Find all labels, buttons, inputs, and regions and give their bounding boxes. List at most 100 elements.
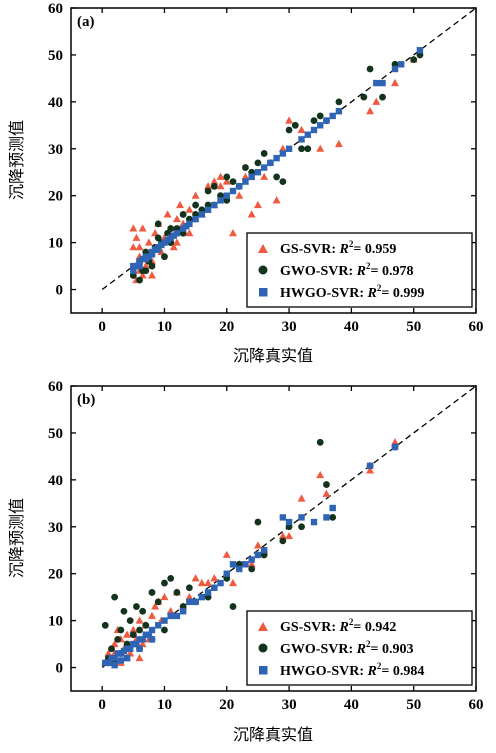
triangle-point xyxy=(129,625,138,633)
triangle-point xyxy=(216,172,225,180)
circle-point xyxy=(154,220,162,228)
square-point xyxy=(204,206,212,213)
triangle-point xyxy=(129,224,138,232)
triangle-point xyxy=(138,639,147,648)
triangle-point xyxy=(163,210,172,218)
legend-box xyxy=(246,610,473,686)
r2-label: R xyxy=(367,286,377,301)
square-point xyxy=(329,112,336,120)
square-point xyxy=(155,622,162,629)
triangle-point xyxy=(278,531,287,540)
axis-ticks: 0 10 20 30 40 50 60 0 10 20 30 40 50 60 xyxy=(48,379,484,713)
square-point xyxy=(416,47,424,54)
triangle-marker-icon xyxy=(258,244,268,253)
circle-point xyxy=(126,617,134,625)
y-tick-label: 40 xyxy=(48,95,63,111)
circle-point xyxy=(360,93,368,101)
circle-point xyxy=(285,126,293,134)
triangle-point xyxy=(185,229,194,237)
circle-point xyxy=(114,635,122,643)
legend-item-hwgo: HWGO-SVR: R2= 0.999 xyxy=(259,283,424,301)
circle-point xyxy=(167,225,175,232)
legend-series-name: HWGO-SVR xyxy=(280,664,360,679)
circle-point xyxy=(136,626,143,634)
circle-point xyxy=(248,565,256,573)
square-point xyxy=(285,145,293,152)
square-point xyxy=(142,255,149,263)
circle-point xyxy=(133,603,140,610)
triangle-point xyxy=(278,144,287,152)
triangle-point xyxy=(391,78,399,87)
y-axis-label: 沉降预测值 xyxy=(7,120,26,200)
circle-point xyxy=(304,145,312,153)
square-point xyxy=(298,514,305,521)
axis-ticks: 0 10 20 30 40 50 60 0 10 20 30 40 50 60 xyxy=(48,1,484,335)
r2-value: = 0.942 xyxy=(353,620,396,635)
circle-point xyxy=(310,117,318,125)
r2-value: = 0.978 xyxy=(370,264,413,279)
triangle-point xyxy=(135,243,144,251)
circle-point xyxy=(108,645,115,653)
square-point xyxy=(217,579,224,587)
legend-series-name: HWGO-SVR xyxy=(280,286,360,301)
square-point xyxy=(123,654,131,662)
square-point xyxy=(254,551,262,559)
triangle-point xyxy=(316,144,325,152)
square-point xyxy=(223,570,230,577)
square-point xyxy=(145,631,153,638)
circle-point xyxy=(254,518,262,526)
triangle-point xyxy=(285,531,294,540)
square-point xyxy=(198,593,206,601)
square-marker-icon xyxy=(259,666,268,675)
square-point xyxy=(136,262,143,270)
x-tick-label: 30 xyxy=(282,319,297,335)
circle-point xyxy=(279,178,287,186)
circle-point xyxy=(323,481,330,488)
triangle-point xyxy=(247,560,256,568)
square-point xyxy=(105,659,112,667)
triangle-point xyxy=(241,172,250,180)
triangle-point xyxy=(235,191,244,199)
circle-point xyxy=(167,574,175,582)
x-tick-label: 40 xyxy=(344,319,359,335)
square-point xyxy=(173,230,181,237)
svg-text:HWGO-SVR: R2= 0.999: HWGO-SVR: R2= 0.999 xyxy=(280,283,424,301)
legend: GS-SVR: R2= 0.942 GWO-SVR: R2= 0.903 HWG… xyxy=(246,610,473,686)
y-tick-label: 20 xyxy=(48,189,63,205)
triangle-point xyxy=(316,470,325,479)
square-point xyxy=(211,584,218,591)
triangle-point xyxy=(138,224,147,232)
legend-item-gs: GS-SVR: R2= 0.959 xyxy=(258,239,396,257)
square-point xyxy=(285,518,293,526)
r2-label: R xyxy=(339,242,349,257)
circle-point xyxy=(129,631,137,639)
y-tick-label: 60 xyxy=(48,379,63,395)
square-point xyxy=(126,645,134,652)
triangle-point xyxy=(197,578,206,587)
square-point xyxy=(217,197,224,204)
square-point xyxy=(323,117,330,124)
triangle-point xyxy=(229,578,237,587)
y-tick-label: 10 xyxy=(48,236,63,252)
r2-label: R xyxy=(356,264,366,279)
circle-point xyxy=(185,584,193,592)
triangle-point xyxy=(104,649,113,657)
triangle-point xyxy=(366,466,375,474)
triangle-point xyxy=(172,238,181,246)
triangle-point xyxy=(216,182,225,190)
circle-point xyxy=(366,65,374,73)
square-point xyxy=(167,612,174,620)
square-point xyxy=(229,187,237,195)
square-point xyxy=(148,636,156,643)
data-points xyxy=(101,438,399,669)
r2-value: = 0.959 xyxy=(353,242,396,257)
square-point xyxy=(148,626,156,634)
square-point xyxy=(198,211,206,218)
square-point xyxy=(260,164,268,171)
square-point xyxy=(254,169,262,176)
square-marker-icon xyxy=(259,288,268,297)
triangle-point xyxy=(253,200,262,209)
circle-point xyxy=(298,145,305,153)
x-tick-label: 20 xyxy=(219,697,234,713)
legend-series-name: GS-SVR xyxy=(280,620,332,635)
